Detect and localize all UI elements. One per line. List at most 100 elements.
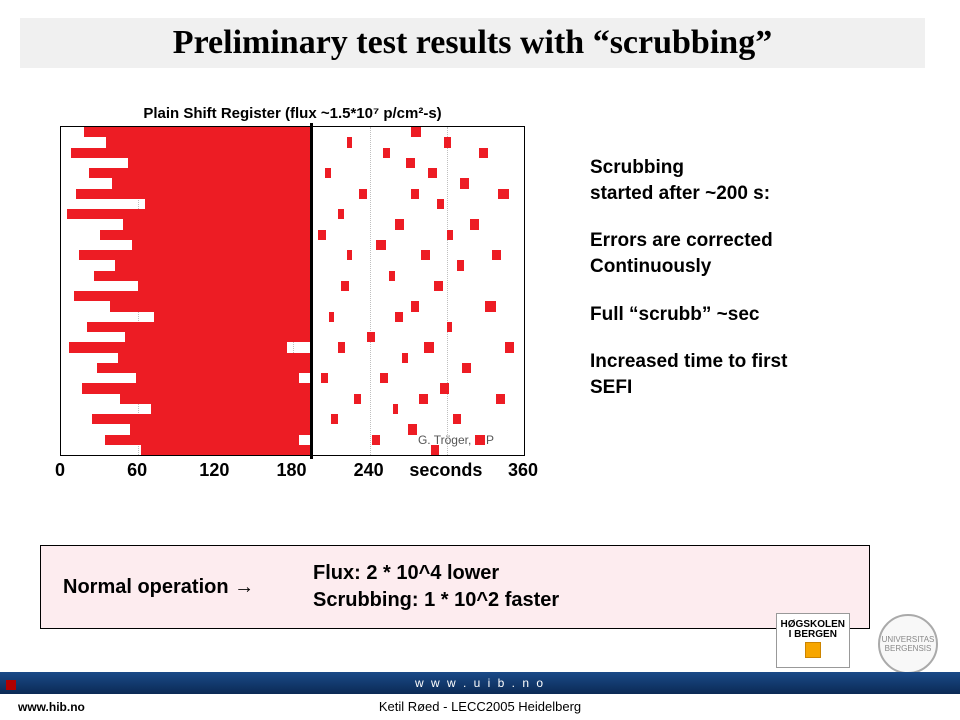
error-segment bbox=[485, 301, 495, 311]
bit-line-row bbox=[61, 148, 524, 158]
bit-line-row bbox=[61, 332, 524, 342]
error-segment bbox=[331, 414, 337, 424]
error-segment bbox=[112, 178, 311, 188]
hib-square-icon bbox=[805, 642, 821, 658]
error-segment bbox=[411, 127, 421, 137]
error-segment bbox=[411, 301, 419, 311]
error-segment bbox=[125, 332, 311, 342]
error-segment bbox=[498, 189, 508, 199]
bit-line-row bbox=[61, 250, 524, 260]
bit-line-row bbox=[61, 281, 524, 291]
x-tick-label: 0 bbox=[55, 460, 65, 481]
error-segment bbox=[453, 414, 461, 424]
error-segment bbox=[393, 404, 398, 414]
error-segment bbox=[100, 230, 312, 240]
error-segment bbox=[380, 373, 388, 383]
error-segment bbox=[123, 219, 312, 229]
footer-url: w w w . u i b . n o bbox=[415, 676, 545, 690]
error-segment bbox=[118, 353, 312, 363]
error-segment bbox=[462, 363, 471, 373]
error-segment bbox=[411, 189, 419, 199]
error-segment bbox=[329, 312, 334, 322]
error-segment bbox=[395, 312, 403, 322]
bit-line-row bbox=[61, 301, 524, 311]
plot-area: G. Tröger, KIP bbox=[60, 126, 525, 456]
x-tick-label: 120 bbox=[199, 460, 229, 481]
error-segment bbox=[470, 219, 479, 229]
x-tick-label: 180 bbox=[276, 460, 306, 481]
x-axis-ticks: 060120180240seconds360 bbox=[60, 460, 525, 486]
error-segment bbox=[376, 240, 386, 250]
error-segment bbox=[151, 404, 312, 414]
note-right: Flux: 2 * 10^4 lower Scrubbing: 1 * 10^2… bbox=[313, 560, 559, 614]
error-segment bbox=[141, 445, 312, 455]
title-bar: Preliminary test results with “scrubbing… bbox=[20, 18, 925, 68]
scrub-start-line bbox=[310, 123, 313, 459]
error-segment bbox=[440, 383, 449, 393]
error-segment bbox=[120, 394, 312, 404]
bit-line-row bbox=[61, 209, 524, 219]
error-segment bbox=[132, 240, 312, 250]
bit-line-row bbox=[61, 373, 524, 383]
error-segment bbox=[354, 394, 360, 404]
footer-center: Ketil Røed - LECC2005 Heidelberg bbox=[0, 699, 960, 714]
x-tick-label: 360 bbox=[508, 460, 538, 481]
error-segment bbox=[419, 394, 428, 404]
bit-line-row bbox=[61, 260, 524, 270]
error-segment bbox=[479, 148, 488, 158]
logo-hib: HØGSKOLEN I BERGEN bbox=[776, 613, 850, 668]
error-segment bbox=[457, 260, 463, 270]
error-segment bbox=[71, 148, 312, 158]
error-segment bbox=[115, 260, 312, 270]
bit-line-row bbox=[61, 219, 524, 229]
bit-line-row bbox=[61, 271, 524, 281]
error-segment bbox=[431, 445, 439, 455]
error-segment bbox=[130, 424, 311, 434]
bit-line-row bbox=[61, 158, 524, 168]
note-left: Normal operation → bbox=[63, 576, 313, 599]
bit-line-row bbox=[61, 168, 524, 178]
footer-band: w w w . u i b . n o bbox=[0, 672, 960, 694]
error-segment bbox=[94, 271, 311, 281]
error-segment bbox=[406, 158, 415, 168]
note-box: Normal operation → Flux: 2 * 10^4 lower … bbox=[40, 545, 870, 629]
error-segment bbox=[84, 127, 312, 137]
error-segment bbox=[496, 394, 505, 404]
error-segment bbox=[97, 363, 312, 373]
x-tick-label: 240 bbox=[354, 460, 384, 481]
error-segment bbox=[338, 342, 346, 352]
slide: Preliminary test results with “scrubbing… bbox=[0, 0, 960, 720]
right-text-block: Scrubbing started after ~200 s: Errors a… bbox=[590, 155, 930, 400]
bit-line-row bbox=[61, 178, 524, 188]
error-segment bbox=[424, 342, 434, 352]
error-segment bbox=[383, 148, 391, 158]
error-segment bbox=[389, 271, 395, 281]
x-tick-label: seconds bbox=[409, 460, 482, 481]
bit-line-row bbox=[61, 414, 524, 424]
footer-bullet-icon bbox=[6, 680, 16, 690]
error-segment bbox=[475, 435, 485, 445]
error-segment bbox=[347, 137, 352, 147]
error-segment bbox=[79, 250, 312, 260]
error-segment bbox=[428, 168, 437, 178]
bit-line-row bbox=[61, 137, 524, 147]
error-segment bbox=[138, 281, 312, 291]
bit-line-row bbox=[61, 189, 524, 199]
error-segment bbox=[505, 342, 514, 352]
error-segment bbox=[136, 373, 299, 383]
error-segment bbox=[434, 281, 443, 291]
bit-line-row bbox=[61, 230, 524, 240]
error-segment bbox=[367, 332, 375, 342]
x-tick-label: 60 bbox=[127, 460, 147, 481]
error-segment bbox=[341, 281, 349, 291]
error-segment bbox=[437, 199, 445, 209]
error-segment bbox=[110, 301, 312, 311]
bit-line-row bbox=[61, 240, 524, 250]
bit-line-row bbox=[61, 363, 524, 373]
bit-line-row bbox=[61, 383, 524, 393]
error-segment bbox=[89, 168, 311, 178]
error-segment bbox=[447, 322, 452, 332]
error-segment bbox=[421, 250, 430, 260]
bit-line-row bbox=[61, 394, 524, 404]
error-segment bbox=[87, 322, 312, 332]
